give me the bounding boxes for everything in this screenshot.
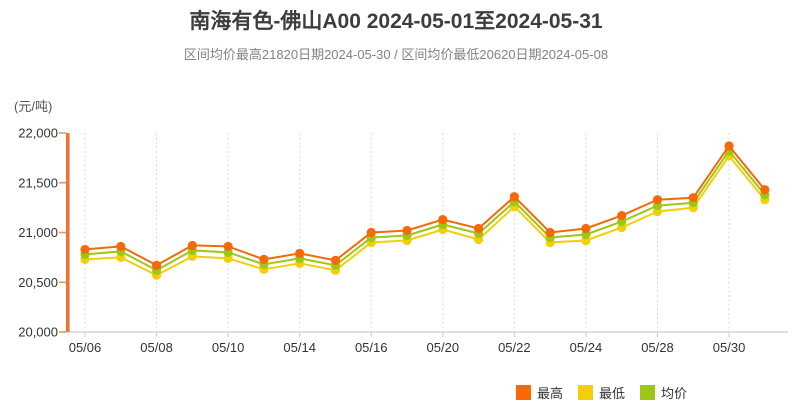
- chart-legend: 最高 最低 均价: [516, 383, 687, 402]
- series-high-point[interactable]: [545, 227, 555, 238]
- series-high-line: [84, 144, 766, 267]
- chart-subtitle: 区间均价最高21820日期2024-05-30 / 区间均价最低20620日期2…: [183, 47, 609, 62]
- x-tick-label: 05/08: [140, 340, 173, 355]
- series-high-point[interactable]: [473, 223, 484, 234]
- x-tick-label: 05/14: [283, 340, 316, 355]
- series-high-point[interactable]: [402, 225, 412, 236]
- series-high-point[interactable]: [223, 241, 233, 252]
- series-high-point[interactable]: [330, 255, 341, 265]
- y-axis-line: [66, 133, 70, 332]
- series-high-point[interactable]: [366, 227, 376, 238]
- legend-label-avg: 均价: [661, 386, 688, 401]
- legend-label-low: 最低: [599, 386, 626, 401]
- series-high-point[interactable]: [688, 193, 698, 203]
- series-high-point[interactable]: [187, 240, 197, 251]
- series-high-point[interactable]: [116, 241, 126, 252]
- high-series-swatch-icon: [516, 385, 531, 400]
- legend-item-avg[interactable]: 均价: [640, 383, 687, 402]
- y-tick-label: 20,000: [18, 325, 58, 340]
- x-tick-label: 05/10: [212, 340, 245, 355]
- series-high-point[interactable]: [259, 254, 269, 264]
- series-high-point[interactable]: [509, 192, 519, 202]
- y-tick-label: 21,500: [18, 175, 58, 190]
- y-axis-unit-label: (元/吨): [14, 99, 53, 114]
- series-high-point[interactable]: [724, 141, 734, 151]
- series-avg-line: [84, 149, 766, 272]
- series-high-point[interactable]: [295, 248, 305, 258]
- avg-series-swatch-icon: [640, 385, 656, 400]
- series-high-point[interactable]: [151, 260, 162, 270]
- x-tick-label: 05/20: [427, 340, 460, 355]
- y-tick-label: 20,500: [18, 275, 58, 290]
- series-low-line: [84, 154, 766, 277]
- series-high-point[interactable]: [438, 214, 448, 225]
- x-tick-label: 05/30: [713, 340, 746, 355]
- y-tick-label: 21,000: [18, 225, 58, 240]
- y-tick-label: 22,000: [18, 126, 58, 141]
- x-tick-label: 05/22: [498, 340, 531, 355]
- legend-label-high: 最高: [537, 386, 564, 401]
- series-high-point[interactable]: [652, 195, 663, 205]
- x-tick-label: 05/06: [69, 340, 102, 355]
- x-tick-label: 05/28: [641, 340, 674, 355]
- series-high-point[interactable]: [617, 210, 627, 221]
- x-tick-label: 05/24: [570, 340, 603, 355]
- chart-title: 南海有色-佛山A00 2024-05-01至2024-05-31: [189, 10, 603, 33]
- legend-item-low[interactable]: 最低: [578, 383, 625, 402]
- low-series-swatch-icon: [578, 385, 594, 400]
- series-high-point[interactable]: [581, 223, 591, 234]
- x-tick-label: 05/16: [355, 340, 388, 355]
- legend-item-high[interactable]: 最高: [516, 383, 563, 402]
- series-high-point[interactable]: [80, 244, 90, 255]
- series-high-point[interactable]: [760, 185, 770, 195]
